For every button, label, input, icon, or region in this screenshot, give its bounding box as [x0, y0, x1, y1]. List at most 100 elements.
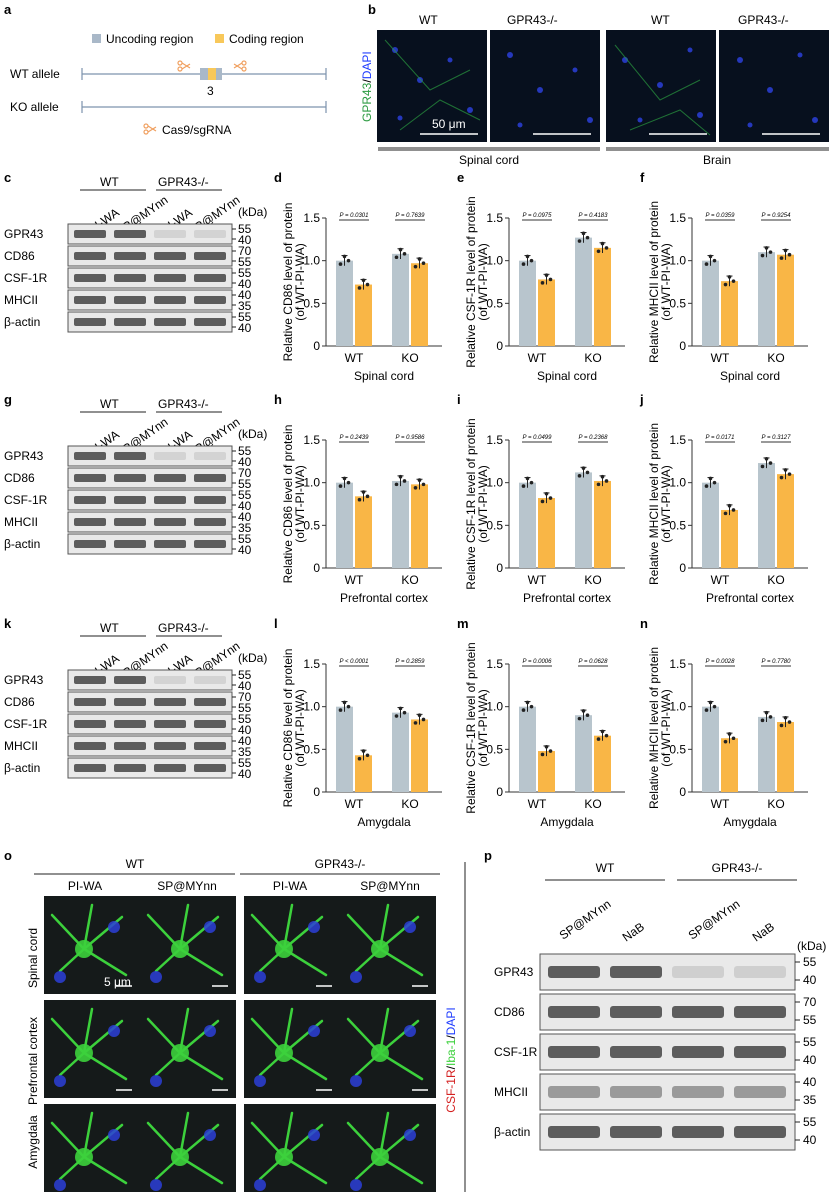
dapi-nucleus	[308, 1129, 320, 1141]
y-tick-label: 0	[679, 785, 686, 799]
blot-strip	[67, 511, 233, 533]
blot-band	[74, 698, 106, 706]
dapi-nucleus	[108, 1129, 120, 1141]
p-blot-band	[672, 1126, 724, 1138]
microglia-process	[50, 913, 86, 951]
data-point	[704, 484, 709, 488]
bar-chart-n: n 0 0.5 1.0 1.5 Relative MHCII level of prote…	[640, 616, 808, 829]
bar	[594, 480, 611, 568]
dapi-nucleus	[54, 971, 66, 983]
marker-label: 55	[238, 701, 252, 715]
y-tick-label: 0.5	[303, 296, 320, 310]
data-point	[600, 729, 605, 734]
p-value: P = 0.0975	[523, 213, 553, 219]
p-blot-band	[548, 1086, 600, 1098]
blot-ko-label: GPR43-/-	[158, 397, 209, 411]
x-axis-label: Spinal cord	[354, 369, 414, 383]
protein-label: GPR43	[4, 673, 44, 687]
data-point	[421, 482, 426, 487]
blot-band	[74, 720, 106, 728]
panel-label-g: g	[4, 392, 12, 407]
p-blot-band	[734, 966, 786, 978]
y-axis-label: (of WT-PI-WA)	[293, 689, 307, 767]
x-tick-label: WT	[711, 573, 730, 587]
p-value: P = 0.0301	[340, 213, 369, 219]
data-point	[712, 258, 717, 263]
panel-label-c: c	[4, 170, 11, 185]
blot-band	[114, 518, 146, 526]
data-point	[596, 249, 601, 254]
y-axis-label: Relative MHCII level of protein	[647, 201, 661, 363]
blot-band	[114, 274, 146, 282]
y-tick-label: 1.5	[303, 211, 320, 225]
y-axis-label: Relative MHCII level of protein	[647, 423, 661, 585]
data-point	[731, 279, 736, 283]
data-point	[357, 497, 362, 502]
p-lane-label: SP@MYnn	[557, 897, 614, 943]
marker-label: 40	[238, 499, 252, 513]
data-point	[783, 248, 788, 253]
o-row-1: Prefrontal cortex	[26, 1017, 40, 1105]
microglia-process	[178, 1111, 190, 1159]
blot-band	[154, 452, 186, 460]
data-point	[581, 231, 586, 236]
data-point	[760, 464, 765, 469]
data-point	[577, 239, 582, 243]
data-point	[398, 474, 403, 479]
blot-band	[114, 252, 146, 260]
p-protein-label: CD86	[494, 1005, 525, 1019]
bar	[721, 281, 738, 346]
x-axis-label: Prefrontal cortex	[340, 591, 428, 605]
panel-b: b WT GPR43-/- WT GPR43-/- GPR43/DAPI 50 …	[360, 2, 829, 167]
x-tick-label: WT	[528, 797, 547, 811]
protein-label: CSF-1R	[4, 717, 48, 731]
p-blot-band	[672, 1086, 724, 1098]
panel-label-b: b	[368, 2, 376, 17]
bar-chart-h: h 0 0.5 1.0 1.5 Relative CD86 level of protei…	[274, 392, 442, 605]
dapi-nucleus	[350, 1075, 362, 1087]
p-value: P = 0.3127	[762, 435, 792, 441]
x-axis-label: Spinal cord	[537, 369, 597, 383]
y-axis-label: (of WT-PI-WA)	[476, 243, 490, 321]
data-point	[402, 710, 407, 715]
protein-label: β-actin	[4, 315, 40, 329]
data-point	[787, 252, 792, 257]
bar	[336, 260, 353, 346]
microglia-process	[346, 1017, 382, 1055]
y-tick-label: 0	[313, 785, 320, 799]
blot-band	[154, 698, 186, 706]
bar	[777, 254, 794, 346]
p-value: P = 0.0006	[523, 659, 553, 665]
data-point	[548, 749, 553, 753]
panel-label-n: n	[640, 616, 648, 631]
blot-band	[194, 720, 226, 728]
bar	[777, 474, 794, 568]
p-blot-band	[548, 1126, 600, 1138]
y-tick-label: 1.0	[303, 700, 320, 714]
data-point	[544, 273, 549, 277]
data-point	[787, 472, 792, 476]
data-point	[779, 723, 784, 728]
y-axis-label: (of WT-PI-WA)	[293, 243, 307, 321]
cas9-label: Cas9/sgRNA	[162, 123, 231, 137]
blot-band	[114, 764, 146, 772]
data-point	[708, 476, 713, 481]
data-point	[342, 254, 347, 259]
p-lane-label: SP@MYnn	[686, 897, 743, 943]
y-tick-label: 1.5	[486, 433, 503, 447]
blot-band	[194, 518, 226, 526]
data-point	[783, 468, 788, 472]
microglia-process	[146, 1121, 182, 1159]
bar	[355, 496, 372, 568]
o-micrograph-grid	[44, 896, 436, 1192]
x-axis-label: Amygdala	[540, 815, 594, 829]
data-point	[604, 733, 609, 738]
panel-a: a Uncoding region Coding region WT allel…	[4, 2, 327, 137]
panel-label-e: e	[457, 170, 464, 185]
data-point	[540, 752, 545, 757]
y-axis-label: (of WT-PI-WA)	[659, 465, 673, 543]
blot-band	[114, 698, 146, 706]
bar	[575, 472, 592, 568]
p-value: P = 0.7780	[762, 659, 792, 665]
x-axis-label: Amygdala	[357, 815, 411, 829]
